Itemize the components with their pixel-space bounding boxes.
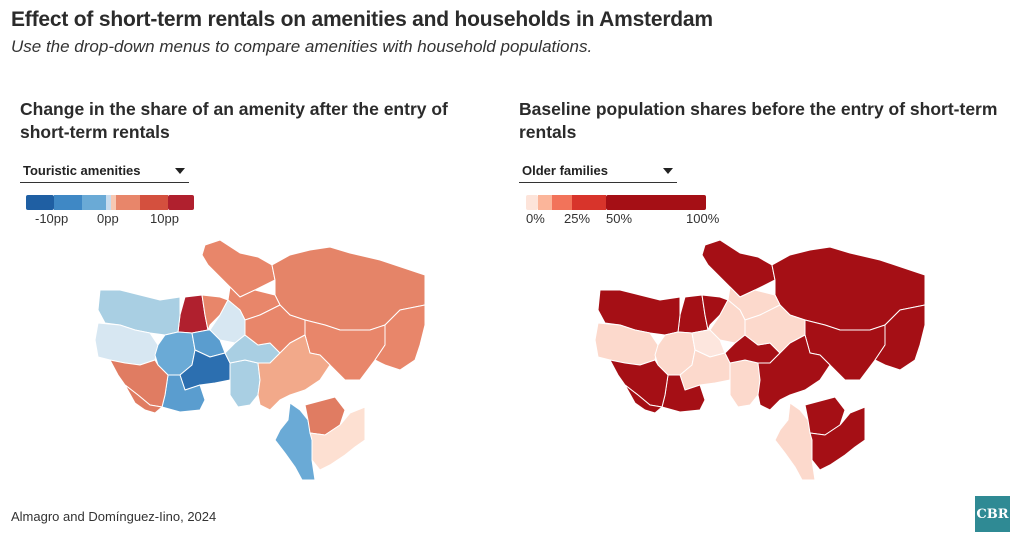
legend-tick-label: 10pp bbox=[150, 211, 179, 226]
legend-swatch bbox=[54, 195, 82, 210]
legend-swatch bbox=[606, 195, 706, 210]
right-panel-title: Baseline population shares before the en… bbox=[519, 99, 998, 142]
left-color-legend: -10pp 0pp 10pp bbox=[26, 195, 196, 226]
right-legend-bar bbox=[526, 195, 706, 210]
population-dropdown-value: Older families bbox=[522, 163, 608, 178]
district-region[interactable] bbox=[701, 294, 729, 331]
district-region[interactable] bbox=[309, 406, 366, 471]
chart-title: Effect of short-term rentals on amenitie… bbox=[11, 8, 713, 31]
legend-tick-label: -10pp bbox=[35, 211, 69, 226]
legend-swatch bbox=[106, 195, 111, 210]
legend-tick-label: 100% bbox=[686, 211, 720, 226]
legend-swatch bbox=[140, 195, 168, 210]
district-region[interactable] bbox=[874, 304, 926, 371]
district-region[interactable] bbox=[201, 239, 276, 298]
district-region[interactable] bbox=[624, 384, 663, 414]
district-region[interactable] bbox=[374, 304, 426, 371]
legend-swatch bbox=[572, 195, 606, 210]
legend-tick-label: 0pp bbox=[97, 211, 119, 226]
legend-swatch bbox=[26, 195, 54, 210]
left-legend-bar bbox=[26, 195, 194, 210]
legend-swatch bbox=[526, 195, 538, 210]
chevron-down-icon bbox=[175, 168, 185, 174]
source-note: Almagro and Domínguez-Iino, 2024 bbox=[11, 509, 217, 524]
legend-tick-label: 0% bbox=[526, 211, 545, 226]
amenity-dropdown-value: Touristic amenities bbox=[23, 163, 141, 178]
legend-swatch bbox=[116, 195, 140, 210]
legend-swatch bbox=[168, 195, 194, 210]
cbr-logo: CBR bbox=[975, 496, 1010, 532]
chart-subtitle: Use the drop-down menus to compare ameni… bbox=[11, 37, 593, 56]
legend-tick-label: 50% bbox=[606, 211, 633, 226]
district-region[interactable] bbox=[257, 334, 331, 411]
legend-tick-label: 25% bbox=[564, 211, 591, 226]
chevron-down-icon bbox=[663, 168, 673, 174]
legend-swatch bbox=[552, 195, 572, 210]
district-region[interactable] bbox=[201, 294, 229, 331]
left-panel-title: Change in the share of an amenity after … bbox=[20, 99, 448, 142]
amenity-dropdown[interactable]: Touristic amenities bbox=[20, 160, 189, 183]
legend-swatch bbox=[111, 195, 116, 210]
population-dropdown[interactable]: Older families bbox=[519, 160, 677, 183]
district-region[interactable] bbox=[809, 406, 866, 471]
district-region[interactable] bbox=[701, 239, 776, 298]
right-color-legend: 0% 25% 50% 100% bbox=[526, 195, 719, 226]
district-region[interactable] bbox=[229, 359, 261, 408]
right-choropleth-map bbox=[594, 239, 926, 481]
legend-swatch bbox=[82, 195, 106, 210]
district-region[interactable] bbox=[729, 359, 761, 408]
district-region[interactable] bbox=[124, 384, 163, 414]
legend-swatch bbox=[538, 195, 552, 210]
left-choropleth-map bbox=[94, 239, 426, 481]
district-region[interactable] bbox=[757, 334, 831, 411]
